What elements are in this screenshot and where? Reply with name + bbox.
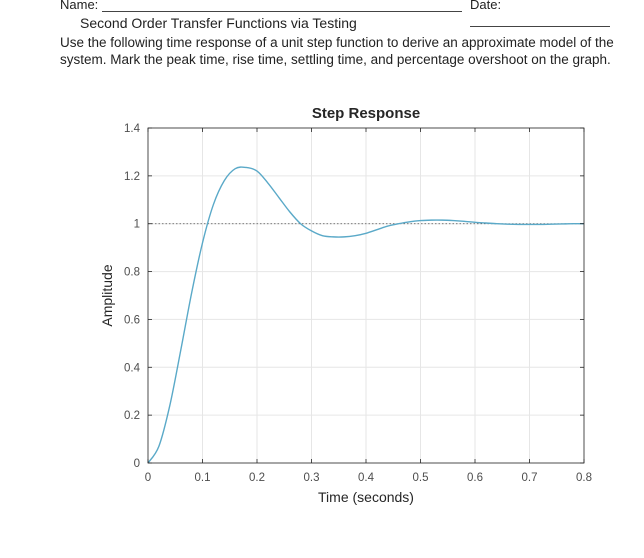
date-blank-line — [470, 14, 610, 27]
name-label: Name: — [60, 0, 99, 12]
name-field: Name: — [60, 0, 462, 12]
x-tick-label: 0.8 — [576, 472, 592, 484]
x-axis-label: Time (seconds) — [318, 489, 414, 505]
y-tick-label: 1.4 — [124, 123, 141, 135]
chart-title: Step Response — [312, 105, 420, 122]
series-group — [147, 166, 585, 464]
x-tick-label: 0.7 — [522, 472, 538, 484]
instructions-text: Use the following time response of a uni… — [60, 35, 614, 67]
x-tick-label: 0.3 — [304, 472, 320, 484]
date-field: Date: — [470, 0, 644, 27]
y-tick-label: 1 — [134, 219, 140, 231]
y-tick-label: 0.8 — [124, 267, 140, 279]
x-tick-label: 0.6 — [467, 472, 483, 484]
y-tick-label: 0.4 — [124, 362, 141, 374]
y-tick-label: 0 — [134, 458, 140, 470]
name-blank-line — [101, 0, 462, 12]
date-label: Date: — [470, 0, 502, 12]
step-response-curve — [147, 166, 585, 464]
y-tick-label: 1.2 — [124, 171, 140, 183]
y-tick-group: 0 0.2 0.4 0.6 0.8 1 1.2 1.4 — [124, 123, 584, 470]
x-tick-label: 0.4 — [358, 472, 375, 484]
y-axis-label: Amplitude — [99, 264, 115, 326]
x-tick-label: 0.5 — [413, 472, 429, 484]
x-tick-label: 0.2 — [249, 472, 265, 484]
x-tick-label: 0.1 — [195, 472, 211, 484]
y-tick-label: 0.2 — [124, 410, 140, 422]
y-tick-label: 0.6 — [124, 314, 140, 326]
chart-grid — [147, 127, 585, 464]
x-tick-group: 0 0.1 0.2 0.3 0.4 0.5 0.6 0.7 0.8 — [145, 128, 592, 484]
x-tick-label: 0 — [145, 472, 151, 484]
worksheet-title: Second Order Transfer Functions via Test… — [80, 15, 357, 31]
